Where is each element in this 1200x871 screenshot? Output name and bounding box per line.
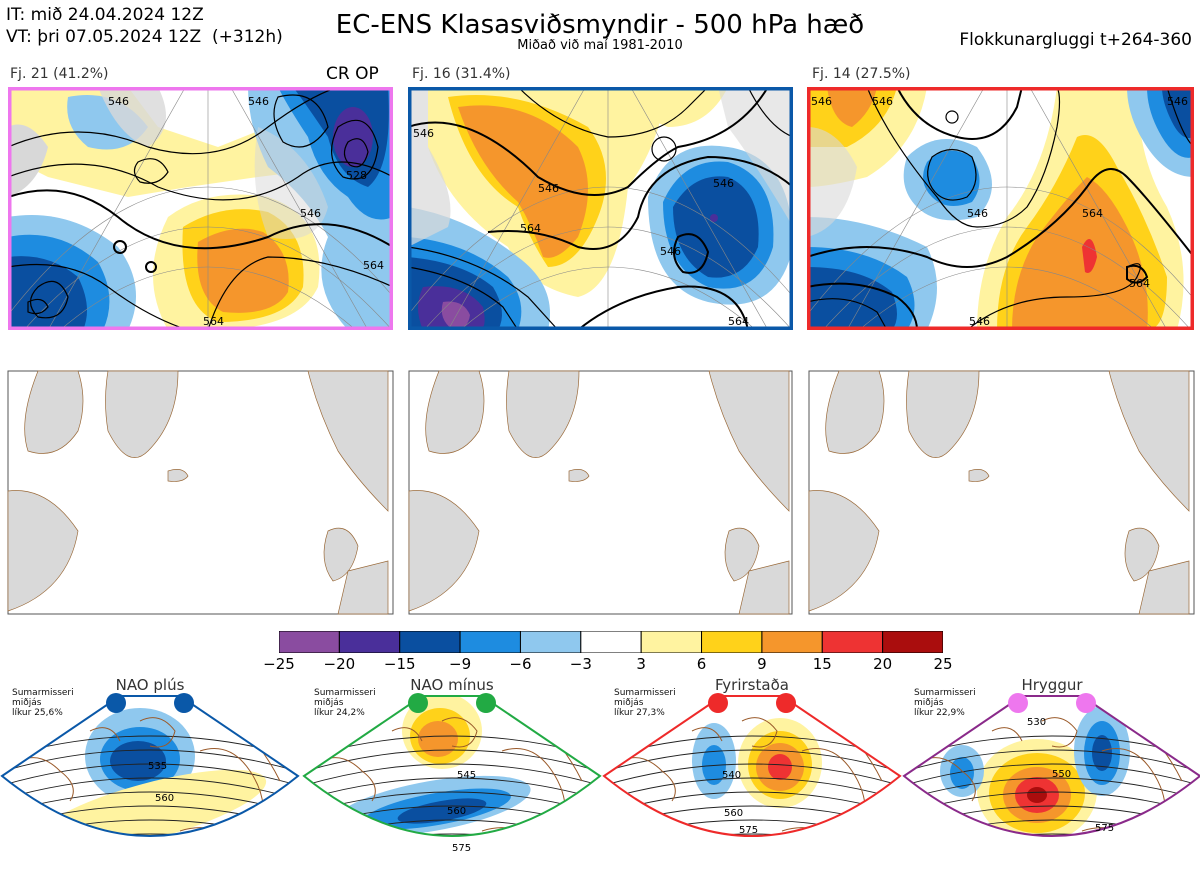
colorbar-segment [519, 631, 582, 653]
panel-1-label: Fj. 21 (41.2%) [10, 66, 109, 82]
regime-title: NAO plús [115, 676, 185, 694]
regime-contour-label: 560 [724, 808, 743, 819]
colorbar-tick-label: 9 [757, 655, 767, 673]
regime-contour-label: 535 [148, 761, 167, 772]
colorbar-tick-label: −3 [569, 655, 592, 673]
header-info: IT: mið 24.04.2024 12Z VT: þri 07.05.202… [6, 4, 283, 48]
contour-label: 546 [713, 177, 734, 190]
regime-title: Hryggur [1021, 676, 1083, 694]
colorbar-tick-label: −15 [383, 655, 416, 673]
valid-time: VT: þri 07.05.2024 12Z (+312h) [6, 27, 283, 47]
cluster-map-2: 546 564 546 546 564 546 [408, 87, 793, 330]
contour-label: 546 [413, 127, 434, 140]
contour-label: 546 [811, 95, 832, 108]
regime-contour-label: 575 [1095, 823, 1114, 834]
colorbar-tick-label: 15 [812, 655, 832, 673]
contour-label: 528 [346, 169, 367, 182]
colorbar-segment [701, 631, 763, 653]
classification-window: Flokkunargluggi t+264-360 [959, 30, 1192, 50]
colorbar-segment [338, 631, 401, 653]
colorbar-segment [882, 631, 943, 653]
regime-dot [776, 693, 796, 713]
colorbar-tick-label: 25 [933, 655, 953, 673]
colorbar-tick-label: −9 [449, 655, 472, 673]
regime-dot [708, 693, 728, 713]
regime-contour-label: 575 [739, 825, 758, 836]
regime-dot [1076, 693, 1096, 713]
regime-map: 540 560 575 [602, 695, 902, 837]
regime-title: NAO mínus [410, 676, 494, 694]
colorbar-tick-label: −25 [263, 655, 295, 673]
regime-dot [174, 693, 194, 713]
panel-2-label: Fj. 16 (31.4%) [412, 66, 511, 82]
colorbar-tick-label: −6 [509, 655, 532, 673]
contour-label: 546 [967, 207, 988, 220]
colorbar-ticks: −25 −20 −15 −9 −6 −3 3 6 9 15 20 25 [263, 655, 952, 675]
regime-dot [408, 693, 428, 713]
contour-label: 564 [728, 315, 749, 328]
contour-label: 564 [1129, 277, 1150, 290]
contour-label: 546 [108, 95, 129, 108]
cluster-panel-2: 546 564 546 546 564 546 [408, 87, 793, 330]
regime-contour-label: 575 [452, 843, 471, 854]
regime-dot [106, 693, 126, 713]
regime-contour-label: 560 [447, 806, 466, 817]
contour-label: 564 [520, 222, 541, 235]
colorbar-tick-label: 3 [636, 655, 646, 673]
contour-label: 546 [1167, 95, 1188, 108]
cluster-map-3: 546 546 564 564 546 546 546 [807, 87, 1194, 330]
regime-title: Fyrirstaða [715, 676, 789, 694]
colorbar-segment [399, 631, 461, 653]
colorbar [279, 631, 943, 653]
colorbar-segment [459, 631, 521, 653]
page-subtitle: Miðað við maí 1981-2010 [517, 38, 683, 53]
page-title: EC-ENS Klasasviðsmyndir - 500 hPa hæð [335, 10, 865, 40]
regime-dot [476, 693, 496, 713]
colorbar-tick-label: 6 [696, 655, 707, 673]
contour-label: 564 [363, 259, 384, 272]
regime-note: Sumarmisseri miðjás líkur 24,2% [314, 688, 376, 718]
cluster-panel-3: 546 546 564 564 546 546 546 [807, 87, 1194, 330]
regime-contour-label: 560 [155, 793, 174, 804]
regime-map: 545 560 575 [302, 695, 602, 854]
contour-label: 546 [660, 245, 681, 258]
regime-contour-label: 545 [457, 770, 476, 781]
colorbar-tick-label: 20 [873, 655, 893, 673]
regime-map: 535 560 [0, 695, 300, 837]
cluster-panel-1: 546 564 528 546 546 564 [8, 87, 393, 330]
colorbar-segment [580, 631, 642, 653]
colorbar-segment [640, 631, 703, 653]
regime-contour-label: 540 [722, 770, 741, 781]
contour-label: 546 [248, 95, 269, 108]
contour-label: 546 [538, 182, 559, 195]
contour-label: 564 [1082, 207, 1103, 220]
regime-note: Sumarmisseri miðjás líkur 22,9% [914, 688, 976, 718]
contour-label: 564 [203, 315, 224, 328]
regime-map: 530 550 575 [902, 695, 1200, 837]
regime-note: Sumarmisseri miðjás líkur 27,3% [614, 688, 676, 718]
colorbar-tick-label: −20 [323, 655, 356, 673]
panel-1-extra: CR OP [326, 64, 379, 84]
contour-label: 546 [872, 95, 893, 108]
colorbar-segment [761, 631, 823, 653]
regime-dot [1008, 693, 1028, 713]
colorbar-segment [279, 631, 340, 653]
regime-contour-label: 530 [1027, 717, 1046, 728]
regime-contour-label: 550 [1052, 769, 1071, 780]
contour-label: 546 [969, 315, 990, 328]
contour-label: 546 [300, 207, 321, 220]
colorbar-segment [821, 631, 884, 653]
cluster-map-1: 546 564 528 546 546 564 [8, 87, 393, 330]
regime-note: Sumarmisseri miðjás líkur 25,6% [12, 688, 74, 718]
init-time: IT: mið 24.04.2024 12Z [6, 5, 204, 25]
panel-3-label: Fj. 14 (27.5%) [812, 66, 911, 82]
